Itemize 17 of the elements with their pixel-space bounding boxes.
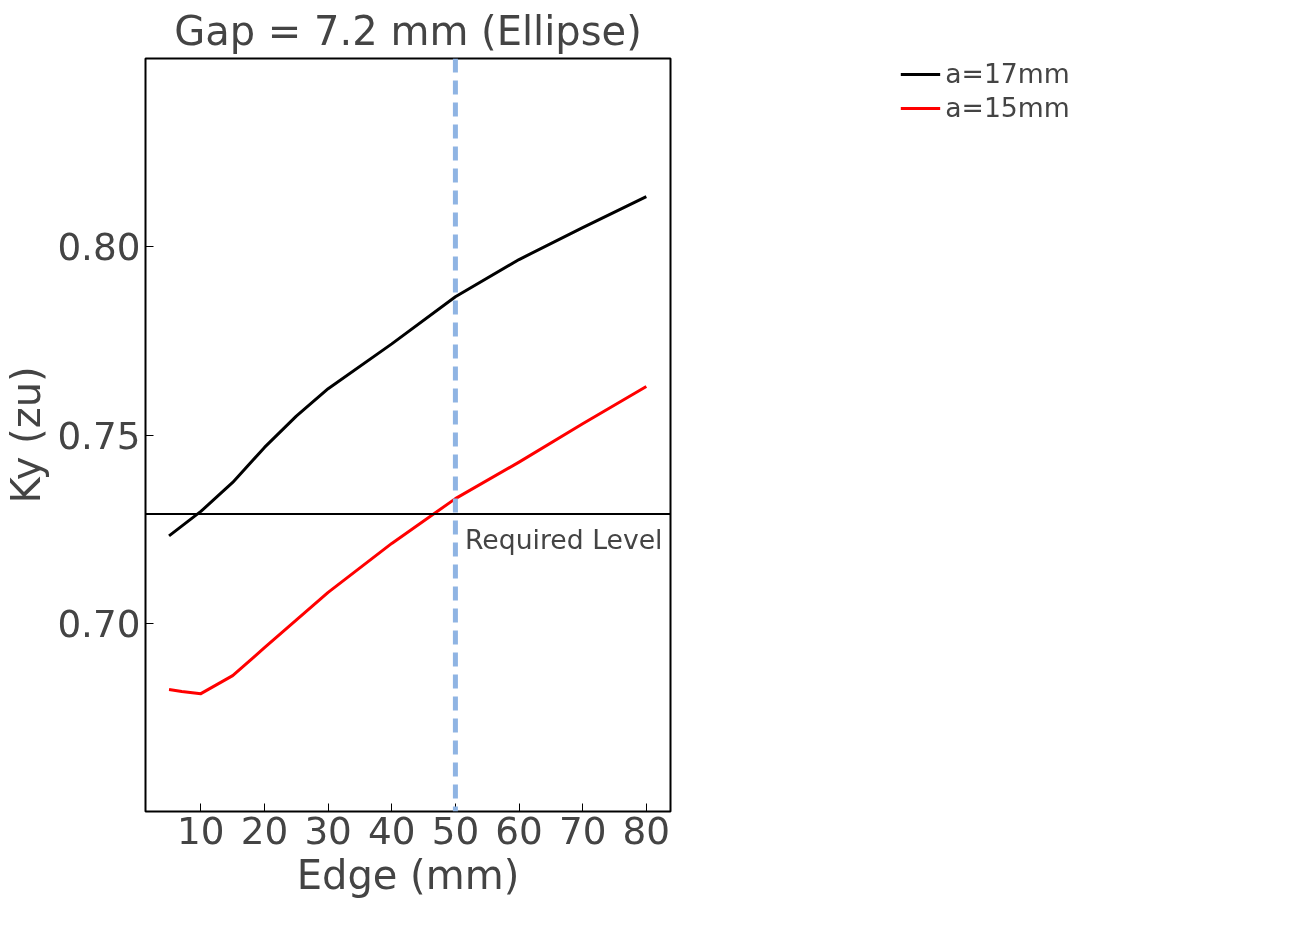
y-axis-title: Ky (zu): [3, 366, 50, 504]
legend-label: a=15mm: [945, 92, 1070, 123]
x-tick-label: 30: [304, 808, 352, 853]
y-tick-label: 0.70: [57, 601, 141, 646]
chart-title: Gap = 7.2 mm (Ellipse): [174, 7, 642, 54]
x-tick-label: 60: [495, 808, 543, 853]
x-tick-label: 80: [622, 808, 671, 853]
legend-label: a=17mm: [945, 58, 1070, 89]
y-tick-label: 0.80: [57, 225, 141, 270]
x-tick-label: 20: [240, 808, 289, 853]
x-tick-label: 40: [368, 808, 416, 853]
x-tick-label: 10: [177, 808, 225, 853]
x-axis-title: Edge (mm): [296, 851, 520, 898]
y-tick-label: 0.75: [57, 413, 141, 458]
x-tick-label: 70: [558, 808, 607, 853]
ref-line-label: Required Level: [465, 524, 663, 556]
x-tick-label: 50: [431, 808, 480, 853]
